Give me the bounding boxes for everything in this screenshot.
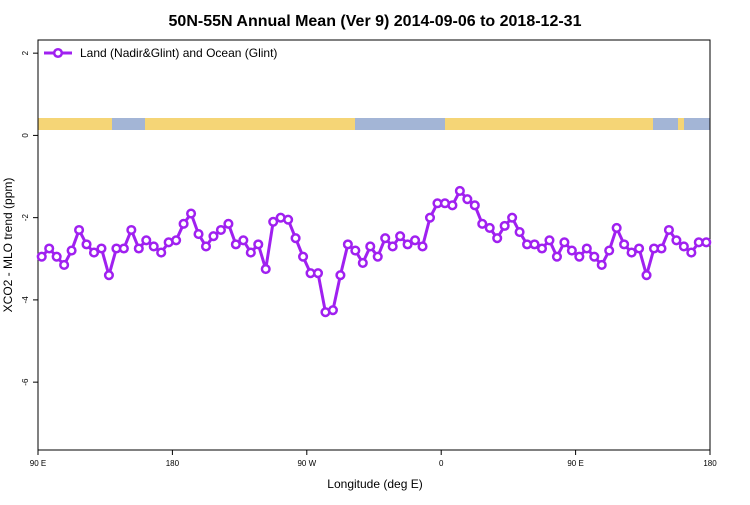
data-point — [268, 216, 279, 227]
data-point — [626, 247, 637, 258]
data-point — [671, 235, 682, 246]
data-point — [380, 233, 391, 244]
data-point — [529, 239, 540, 250]
data-point — [81, 239, 92, 250]
data-point — [260, 264, 271, 275]
data-point — [641, 270, 652, 281]
y-tick-label: -2 — [21, 214, 30, 222]
data-point — [462, 194, 473, 205]
data-point — [536, 243, 548, 254]
data-point — [402, 239, 413, 250]
data-point — [454, 185, 465, 196]
data-point — [634, 243, 645, 254]
data-point — [283, 214, 294, 225]
x-tick-label: 90 E — [30, 459, 46, 468]
data-point — [417, 241, 428, 252]
data-point — [551, 251, 562, 262]
data-point — [686, 247, 697, 258]
data-point — [350, 245, 361, 256]
y-axis-label: XCO2 - MLO trend (ppm) — [1, 178, 15, 313]
data-point — [357, 257, 368, 268]
data-point — [208, 231, 219, 242]
data-point — [141, 235, 152, 246]
data-point — [118, 243, 129, 254]
data-point — [312, 268, 324, 279]
data-point — [126, 224, 137, 236]
data-point — [298, 251, 309, 262]
data-point — [66, 245, 77, 256]
data-point — [88, 247, 100, 258]
data-point — [178, 218, 189, 229]
y-tick-label: -6 — [21, 378, 30, 386]
data-point — [559, 237, 570, 248]
data-point — [44, 243, 55, 254]
y-tick-label: -4 — [21, 296, 30, 304]
legend-marker — [52, 47, 64, 59]
data-point — [701, 237, 712, 248]
data-point — [611, 222, 622, 233]
data-point — [156, 247, 167, 258]
data-point — [395, 231, 406, 242]
data-point — [171, 235, 182, 246]
data-point — [372, 251, 383, 262]
data-point — [342, 239, 353, 250]
data-point — [327, 305, 338, 316]
legend-label: Land (Nadir&Glint) and Ocean (Glint) — [80, 46, 277, 60]
data-point — [223, 218, 234, 229]
data-point — [619, 239, 630, 250]
data-point — [484, 222, 495, 233]
data-point — [36, 251, 47, 262]
data-point — [335, 270, 346, 281]
data-point — [499, 220, 510, 231]
data-point — [96, 243, 107, 254]
data-point — [656, 243, 667, 254]
data-point — [507, 212, 518, 223]
data-point — [103, 270, 114, 281]
x-axis-label: Longitude (deg E) — [327, 477, 422, 491]
data-point — [581, 243, 592, 254]
data-point — [51, 251, 62, 262]
data-point — [133, 243, 144, 254]
data-point — [215, 224, 226, 236]
y-tick-label: 0 — [21, 133, 30, 138]
data-point — [589, 251, 600, 262]
data-point — [245, 247, 256, 258]
x-tick-label: 180 — [166, 459, 180, 468]
data-point — [514, 226, 525, 238]
data-point — [230, 239, 241, 250]
data-point — [447, 200, 458, 211]
data-point — [566, 245, 577, 256]
chart-title: 50N-55N Annual Mean (Ver 9) 2014-09-06 t… — [169, 13, 582, 30]
data-point — [410, 235, 421, 246]
data-point — [544, 235, 555, 246]
data-point — [59, 259, 70, 270]
data-point — [148, 241, 159, 252]
x-tick-label: 0 — [439, 459, 444, 468]
data-point — [74, 224, 85, 236]
data-point — [238, 235, 249, 246]
data-point — [596, 259, 607, 270]
data-point — [200, 241, 212, 252]
data-point — [193, 229, 204, 240]
data-point — [492, 233, 503, 244]
data-point — [469, 200, 480, 211]
data-point — [387, 241, 398, 252]
data-point — [663, 224, 674, 236]
data-point — [477, 218, 488, 229]
data-point — [678, 241, 689, 252]
data-point — [186, 208, 197, 219]
land-ocean-strip — [38, 118, 710, 130]
x-tick-label: 90 E — [567, 459, 583, 468]
data-point — [253, 239, 264, 250]
data-point — [604, 245, 615, 256]
data-point — [424, 212, 436, 223]
data-point — [365, 241, 376, 252]
x-tick-label: 180 — [703, 459, 717, 468]
data-point — [290, 233, 301, 244]
data-point — [574, 251, 585, 262]
x-tick-label: 90 W — [297, 459, 316, 468]
y-tick-label: 2 — [21, 50, 30, 55]
